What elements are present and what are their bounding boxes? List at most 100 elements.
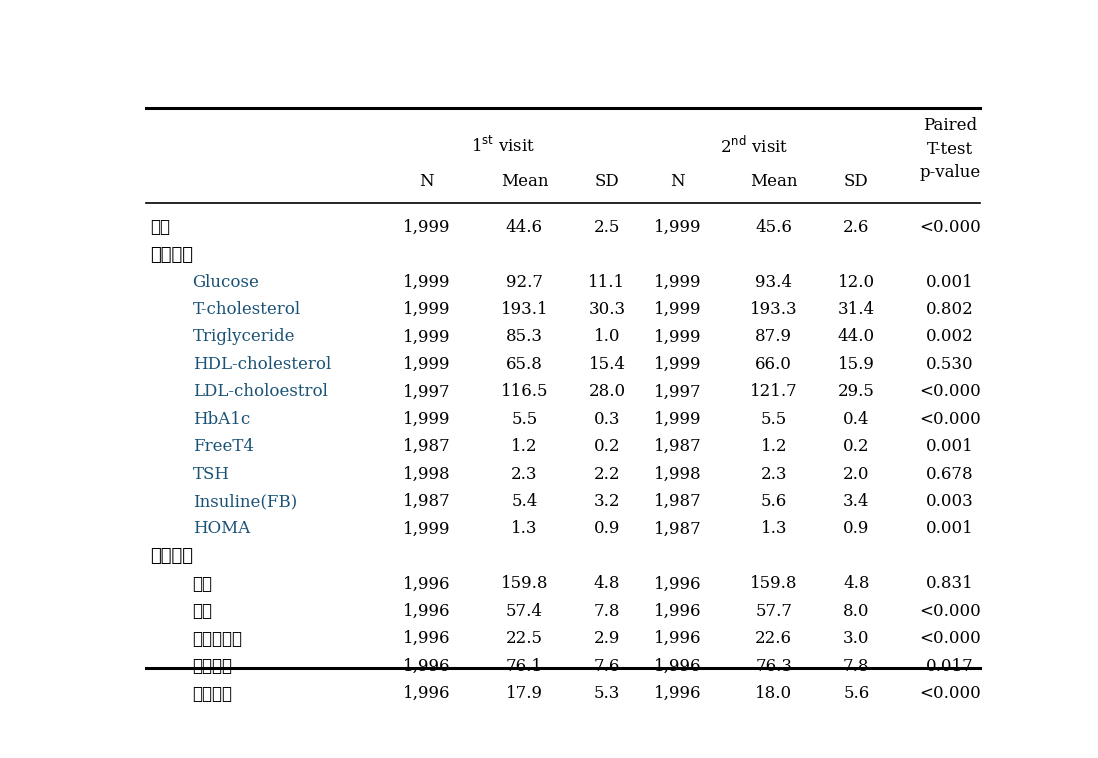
Text: Triglyceride: Triglyceride [192,328,295,346]
Text: N: N [419,173,434,190]
Text: 76.1: 76.1 [506,658,542,675]
Text: 45.6: 45.6 [755,219,792,236]
Text: 0.001: 0.001 [926,438,974,456]
Text: <0.000: <0.000 [919,603,981,620]
Text: Mean: Mean [501,173,548,190]
Text: 4.8: 4.8 [594,575,620,592]
Text: Insuline(FB): Insuline(FB) [192,493,296,510]
Text: 57.7: 57.7 [755,603,793,620]
Text: 159.8: 159.8 [501,575,548,592]
Text: 30.3: 30.3 [589,301,626,318]
Text: 44.0: 44.0 [838,328,875,346]
Text: 7.8: 7.8 [843,658,870,675]
Text: 116.5: 116.5 [501,384,548,400]
Text: 1.3: 1.3 [512,521,538,537]
Text: 체질량지수: 체질량지수 [192,630,243,648]
Text: 신장: 신장 [192,575,213,593]
Text: 2.2: 2.2 [594,465,620,483]
Text: 15.9: 15.9 [838,356,875,373]
Text: 5.5: 5.5 [512,411,538,428]
Text: 1,987: 1,987 [653,438,702,456]
Text: 0.001: 0.001 [926,274,974,290]
Text: T-cholesterol: T-cholesterol [192,301,301,318]
Text: 44.6: 44.6 [506,219,542,236]
Text: 18.0: 18.0 [755,685,793,702]
Text: 1,987: 1,987 [403,493,450,510]
Text: 93.4: 93.4 [755,274,793,290]
Text: 92.7: 92.7 [506,274,542,290]
Text: 0.2: 0.2 [594,438,620,456]
Text: 1,996: 1,996 [653,630,702,647]
Text: 2.5: 2.5 [594,219,620,236]
Text: Mean: Mean [750,173,797,190]
Text: 193.1: 193.1 [501,301,548,318]
Text: FreeT4: FreeT4 [192,438,254,456]
Text: 0.831: 0.831 [926,575,974,592]
Text: <0.000: <0.000 [919,630,981,647]
Text: 체지방률: 체지방률 [192,684,233,703]
Text: 12.0: 12.0 [838,274,875,290]
Text: 7.8: 7.8 [594,603,620,620]
Text: 3.2: 3.2 [594,493,620,510]
Text: 7.6: 7.6 [594,658,620,675]
Text: 1,996: 1,996 [403,603,450,620]
Text: 87.9: 87.9 [755,328,793,346]
Text: 0.4: 0.4 [843,411,870,428]
Text: <0.000: <0.000 [919,411,981,428]
Text: 2.9: 2.9 [594,630,620,647]
Text: 65.8: 65.8 [506,356,542,373]
Text: 1,996: 1,996 [653,603,702,620]
Text: 1,999: 1,999 [403,328,450,346]
Text: 0.530: 0.530 [926,356,974,373]
Text: 193.3: 193.3 [750,301,797,318]
Text: 1,999: 1,999 [653,411,702,428]
Text: 5.4: 5.4 [512,493,538,510]
Text: 1,999: 1,999 [653,356,702,373]
Text: 3.4: 3.4 [843,493,870,510]
Text: 1,999: 1,999 [403,356,450,373]
Text: 4.8: 4.8 [843,575,870,592]
Text: 0.3: 0.3 [594,411,620,428]
Text: 1,999: 1,999 [653,274,702,290]
Text: 1,996: 1,996 [653,575,702,592]
Text: 66.0: 66.0 [755,356,792,373]
Text: 1$^{\mathrm{st}}$ visit: 1$^{\mathrm{st}}$ visit [471,136,535,156]
Text: 0.802: 0.802 [926,301,974,318]
Text: 0.017: 0.017 [926,658,974,675]
Text: 159.8: 159.8 [750,575,797,592]
Text: 1,999: 1,999 [653,301,702,318]
Text: 8.0: 8.0 [843,603,870,620]
Text: 1,996: 1,996 [403,685,450,702]
Text: 0.678: 0.678 [926,465,974,483]
Text: 22.5: 22.5 [506,630,542,647]
Text: <0.000: <0.000 [919,219,981,236]
Text: 1,999: 1,999 [403,521,450,537]
Text: 0.002: 0.002 [926,328,974,346]
Text: 1.2: 1.2 [512,438,538,456]
Text: 1,996: 1,996 [403,630,450,647]
Text: 2.0: 2.0 [843,465,870,483]
Text: 0.9: 0.9 [594,521,620,537]
Text: Glucose: Glucose [192,274,259,290]
Text: SD: SD [844,173,869,190]
Text: 1,999: 1,999 [403,274,450,290]
Text: 31.4: 31.4 [838,301,875,318]
Text: 76.3: 76.3 [755,658,793,675]
Text: 신체계측: 신체계측 [150,547,193,565]
Text: HOMA: HOMA [192,521,250,537]
Text: 1,996: 1,996 [653,658,702,675]
Text: 2.3: 2.3 [761,465,787,483]
Text: 1.3: 1.3 [761,521,787,537]
Text: HDL-cholesterol: HDL-cholesterol [192,356,330,373]
Text: 0.9: 0.9 [843,521,870,537]
Text: <0.000: <0.000 [919,384,981,400]
Text: 1,999: 1,999 [653,219,702,236]
Text: 2$^{\mathrm{nd}}$ visit: 2$^{\mathrm{nd}}$ visit [720,136,788,157]
Text: 1,997: 1,997 [403,384,450,400]
Text: 3.0: 3.0 [843,630,870,647]
Text: SD: SD [595,173,619,190]
Text: LDL-choloestrol: LDL-choloestrol [192,384,327,400]
Text: 허리둘레: 허리둘레 [192,657,233,675]
Text: 1,996: 1,996 [403,658,450,675]
Text: 1.0: 1.0 [594,328,620,346]
